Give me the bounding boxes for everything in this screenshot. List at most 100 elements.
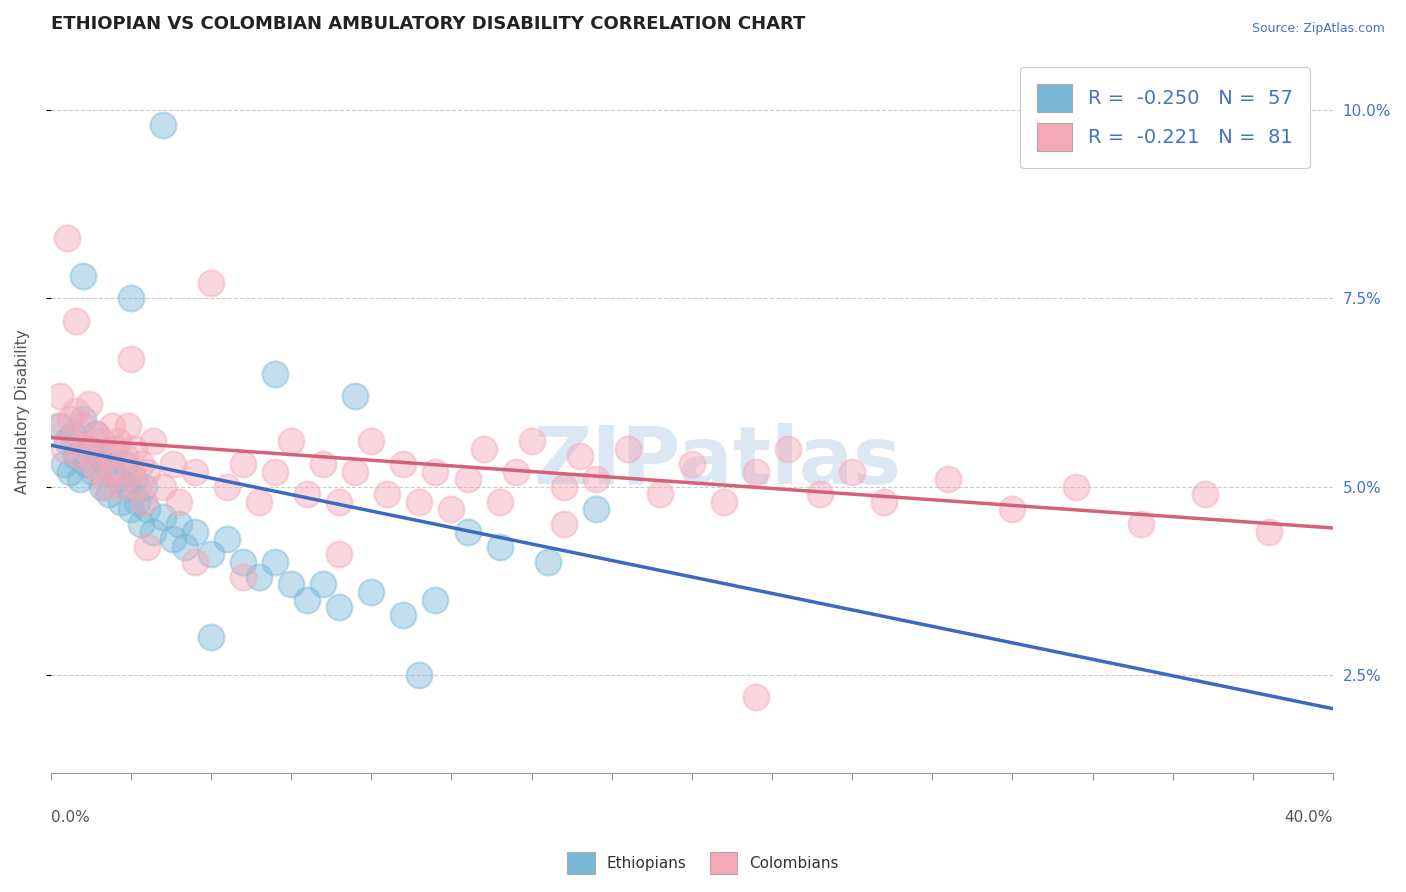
Point [82, 465, 104, 479]
Legend: Ethiopians, Colombians: Ethiopians, Colombians [561, 846, 845, 880]
Point [94, 479, 117, 493]
Point [91, 479, 114, 493]
Point [127, 494, 149, 508]
Point [297, 592, 319, 607]
Point [616, 442, 638, 456]
Point [553, 479, 575, 493]
Point [129, 457, 152, 471]
Point [46, 419, 69, 434]
Point [62, 426, 84, 441]
Point [107, 434, 129, 449]
Text: ETHIOPIAN VS COLOMBIAN AMBULATORY DISABILITY CORRELATION CHART: ETHIOPIAN VS COLOMBIAN AMBULATORY DISABI… [51, 15, 806, 33]
Point [110, 494, 132, 508]
Point [488, 540, 510, 554]
Point [94, 457, 117, 471]
Point [873, 494, 896, 508]
Point [776, 442, 799, 456]
Point [104, 442, 127, 456]
Point [297, 487, 319, 501]
Point [648, 487, 671, 501]
Point [232, 457, 254, 471]
Point [200, 547, 222, 561]
Point [1194, 487, 1216, 501]
Point [142, 524, 165, 539]
Point [936, 472, 959, 486]
Point [72, 412, 94, 426]
Point [200, 277, 222, 291]
Point [457, 524, 479, 539]
Point [167, 517, 190, 532]
Point [62, 434, 84, 449]
Text: 40.0%: 40.0% [1285, 810, 1333, 825]
Point [75, 442, 97, 456]
Point [553, 517, 575, 532]
Point [745, 465, 768, 479]
Point [408, 668, 430, 682]
Point [425, 592, 447, 607]
Point [377, 487, 399, 501]
Point [344, 389, 367, 403]
Point [360, 434, 382, 449]
Point [132, 479, 155, 493]
Legend: R =  -0.250   N =  57, R =  -0.221   N =  81: R = -0.250 N = 57, R = -0.221 N = 81 [1019, 67, 1310, 169]
Point [568, 450, 591, 464]
Point [841, 465, 863, 479]
Point [745, 690, 768, 705]
Point [87, 450, 110, 464]
Point [408, 494, 430, 508]
Point [392, 607, 415, 622]
Point [84, 426, 107, 441]
Point [49, 419, 72, 434]
Point [104, 465, 127, 479]
Point [713, 494, 735, 508]
Point [152, 509, 174, 524]
Point [100, 419, 122, 434]
Y-axis label: Ambulatory Disability: Ambulatory Disability [15, 329, 30, 493]
Point [56, 434, 79, 449]
Point [1066, 479, 1088, 493]
Point [136, 502, 159, 516]
Point [152, 118, 174, 132]
Point [184, 465, 207, 479]
Point [69, 472, 91, 486]
Point [136, 540, 159, 554]
Point [117, 479, 139, 493]
Point [65, 404, 87, 418]
Point [162, 457, 184, 471]
Point [120, 351, 142, 366]
Point [65, 450, 87, 464]
Point [264, 367, 287, 381]
Point [87, 465, 110, 479]
Point [184, 555, 207, 569]
Point [120, 291, 142, 305]
Point [264, 555, 287, 569]
Point [174, 540, 197, 554]
Point [328, 494, 350, 508]
Point [536, 555, 558, 569]
Point [457, 472, 479, 486]
Point [120, 465, 142, 479]
Text: Source: ZipAtlas.com: Source: ZipAtlas.com [1251, 22, 1385, 36]
Point [122, 442, 145, 456]
Point [132, 494, 155, 508]
Point [247, 570, 270, 584]
Point [328, 547, 350, 561]
Point [52, 457, 75, 471]
Point [129, 517, 152, 532]
Point [82, 457, 104, 471]
Point [136, 465, 159, 479]
Point [122, 472, 145, 486]
Point [392, 457, 415, 471]
Point [75, 457, 97, 471]
Point [59, 412, 82, 426]
Point [52, 442, 75, 456]
Point [97, 487, 120, 501]
Point [488, 494, 510, 508]
Point [440, 502, 463, 516]
Point [49, 389, 72, 403]
Point [1129, 517, 1152, 532]
Point [65, 314, 87, 328]
Point [120, 502, 142, 516]
Point [91, 434, 114, 449]
Point [59, 465, 82, 479]
